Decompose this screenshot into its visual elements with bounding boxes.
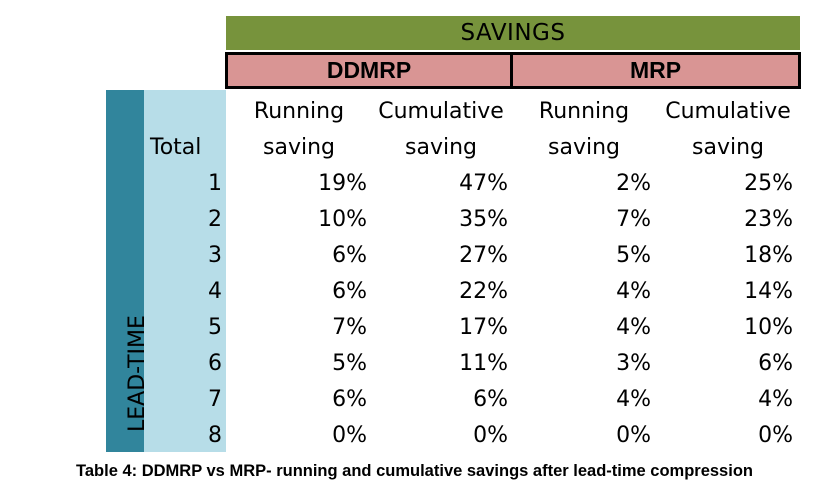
table-caption: Table 4: DDMRP vs MRP- running and cumul… (76, 462, 753, 480)
lead-time-cell: 4 (208, 279, 222, 304)
mrp-running-cell: 7% (616, 207, 651, 232)
ddmrp-running-cell: 5% (332, 351, 367, 376)
mrp-cumulative-cell: 18% (744, 243, 793, 268)
ddmrp-cumulative-cell: 22% (459, 279, 508, 304)
mrp-running-cell: 4% (616, 279, 651, 304)
header-line: saving (692, 135, 764, 160)
ddmrp-cumulative-cell: 0% (473, 423, 508, 448)
ddmrp-running-cell: 7% (332, 315, 367, 340)
lead-time-cell: 8 (208, 423, 222, 448)
ddmrp-running-cell: 10% (318, 207, 367, 232)
mrp-cumulative-cell: 4% (758, 387, 793, 412)
ddmrp-cumulative-cell: 35% (459, 207, 508, 232)
mrp-cumulative-header: Cumulative saving (656, 94, 800, 166)
table-row: 7 6% 6% 4% 4% (144, 382, 800, 418)
ddmrp-cumulative-cell: 27% (459, 243, 508, 268)
table-row: 6 5% 11% 3% 6% (144, 346, 800, 382)
ddmrp-running-cell: 0% (332, 423, 367, 448)
header-line: saving (405, 135, 477, 160)
savings-header: SAVINGS (226, 16, 800, 50)
mrp-running-cell: 5% (616, 243, 651, 268)
ddmrp-cumulative-cell: 11% (459, 351, 508, 376)
header-line: saving (263, 135, 335, 160)
mrp-running-header: Running saving (512, 94, 656, 166)
header-line: Running (253, 99, 345, 124)
ddmrp-running-cell: 6% (332, 279, 367, 304)
table-row: 3 6% 27% 5% 18% (144, 238, 800, 274)
mrp-cumulative-cell: 6% (758, 351, 793, 376)
lead-time-cell: 2 (208, 207, 222, 232)
mrp-cumulative-cell: 0% (758, 423, 793, 448)
mrp-running-cell: 4% (616, 315, 651, 340)
mrp-cumulative-cell: 14% (744, 279, 793, 304)
table-row: 5 7% 17% 4% 10% (144, 310, 800, 346)
lead-time-cell: 3 (208, 243, 222, 268)
ddmrp-running-cell: 19% (318, 171, 367, 196)
lead-time-cell: 6 (208, 351, 222, 376)
ddmrp-cumulative-cell: 6% (473, 387, 508, 412)
mrp-cumulative-cell: 10% (744, 315, 793, 340)
table-row: 2 10% 35% 7% 23% (144, 202, 800, 238)
header-line: Cumulative (378, 99, 504, 124)
header-line: Cumulative (665, 99, 791, 124)
header-line: Running (538, 99, 630, 124)
ddmrp-running-cell: 6% (332, 387, 367, 412)
mrp-running-cell: 0% (616, 423, 651, 448)
table-row: 4 6% 22% 4% 14% (144, 274, 800, 310)
mrp-running-cell: 4% (616, 387, 651, 412)
ddmrp-cumulative-cell: 47% (459, 171, 508, 196)
mrp-running-cell: 2% (616, 171, 651, 196)
lead-time-cell: 1 (208, 171, 222, 196)
table-body: 1 19% 47% 2% 25% 2 10% 35% 7% 23% 3 6% 2… (144, 166, 800, 454)
ddmrp-group-header: DDMRP (225, 52, 513, 89)
ddmrp-cumulative-cell: 17% (459, 315, 508, 340)
header-line: saving (548, 135, 620, 160)
table-row: 1 19% 47% 2% 25% (144, 166, 800, 202)
mrp-group-header: MRP (510, 52, 801, 89)
mrp-cumulative-cell: 25% (744, 171, 793, 196)
lead-time-cell: 7 (208, 387, 222, 412)
lead-time-value-band (144, 90, 226, 452)
ddmrp-cumulative-header: Cumulative saving (372, 94, 510, 166)
lead-time-cell: 5 (208, 315, 222, 340)
ddmrp-running-header: Running saving (226, 94, 372, 166)
lead-time-band (106, 90, 144, 452)
table-row: 8 0% 0% 0% 0% (144, 418, 800, 454)
mrp-cumulative-cell: 23% (744, 207, 793, 232)
ddmrp-running-cell: 6% (332, 243, 367, 268)
mrp-running-cell: 3% (616, 351, 651, 376)
total-label: Total (150, 135, 202, 160)
